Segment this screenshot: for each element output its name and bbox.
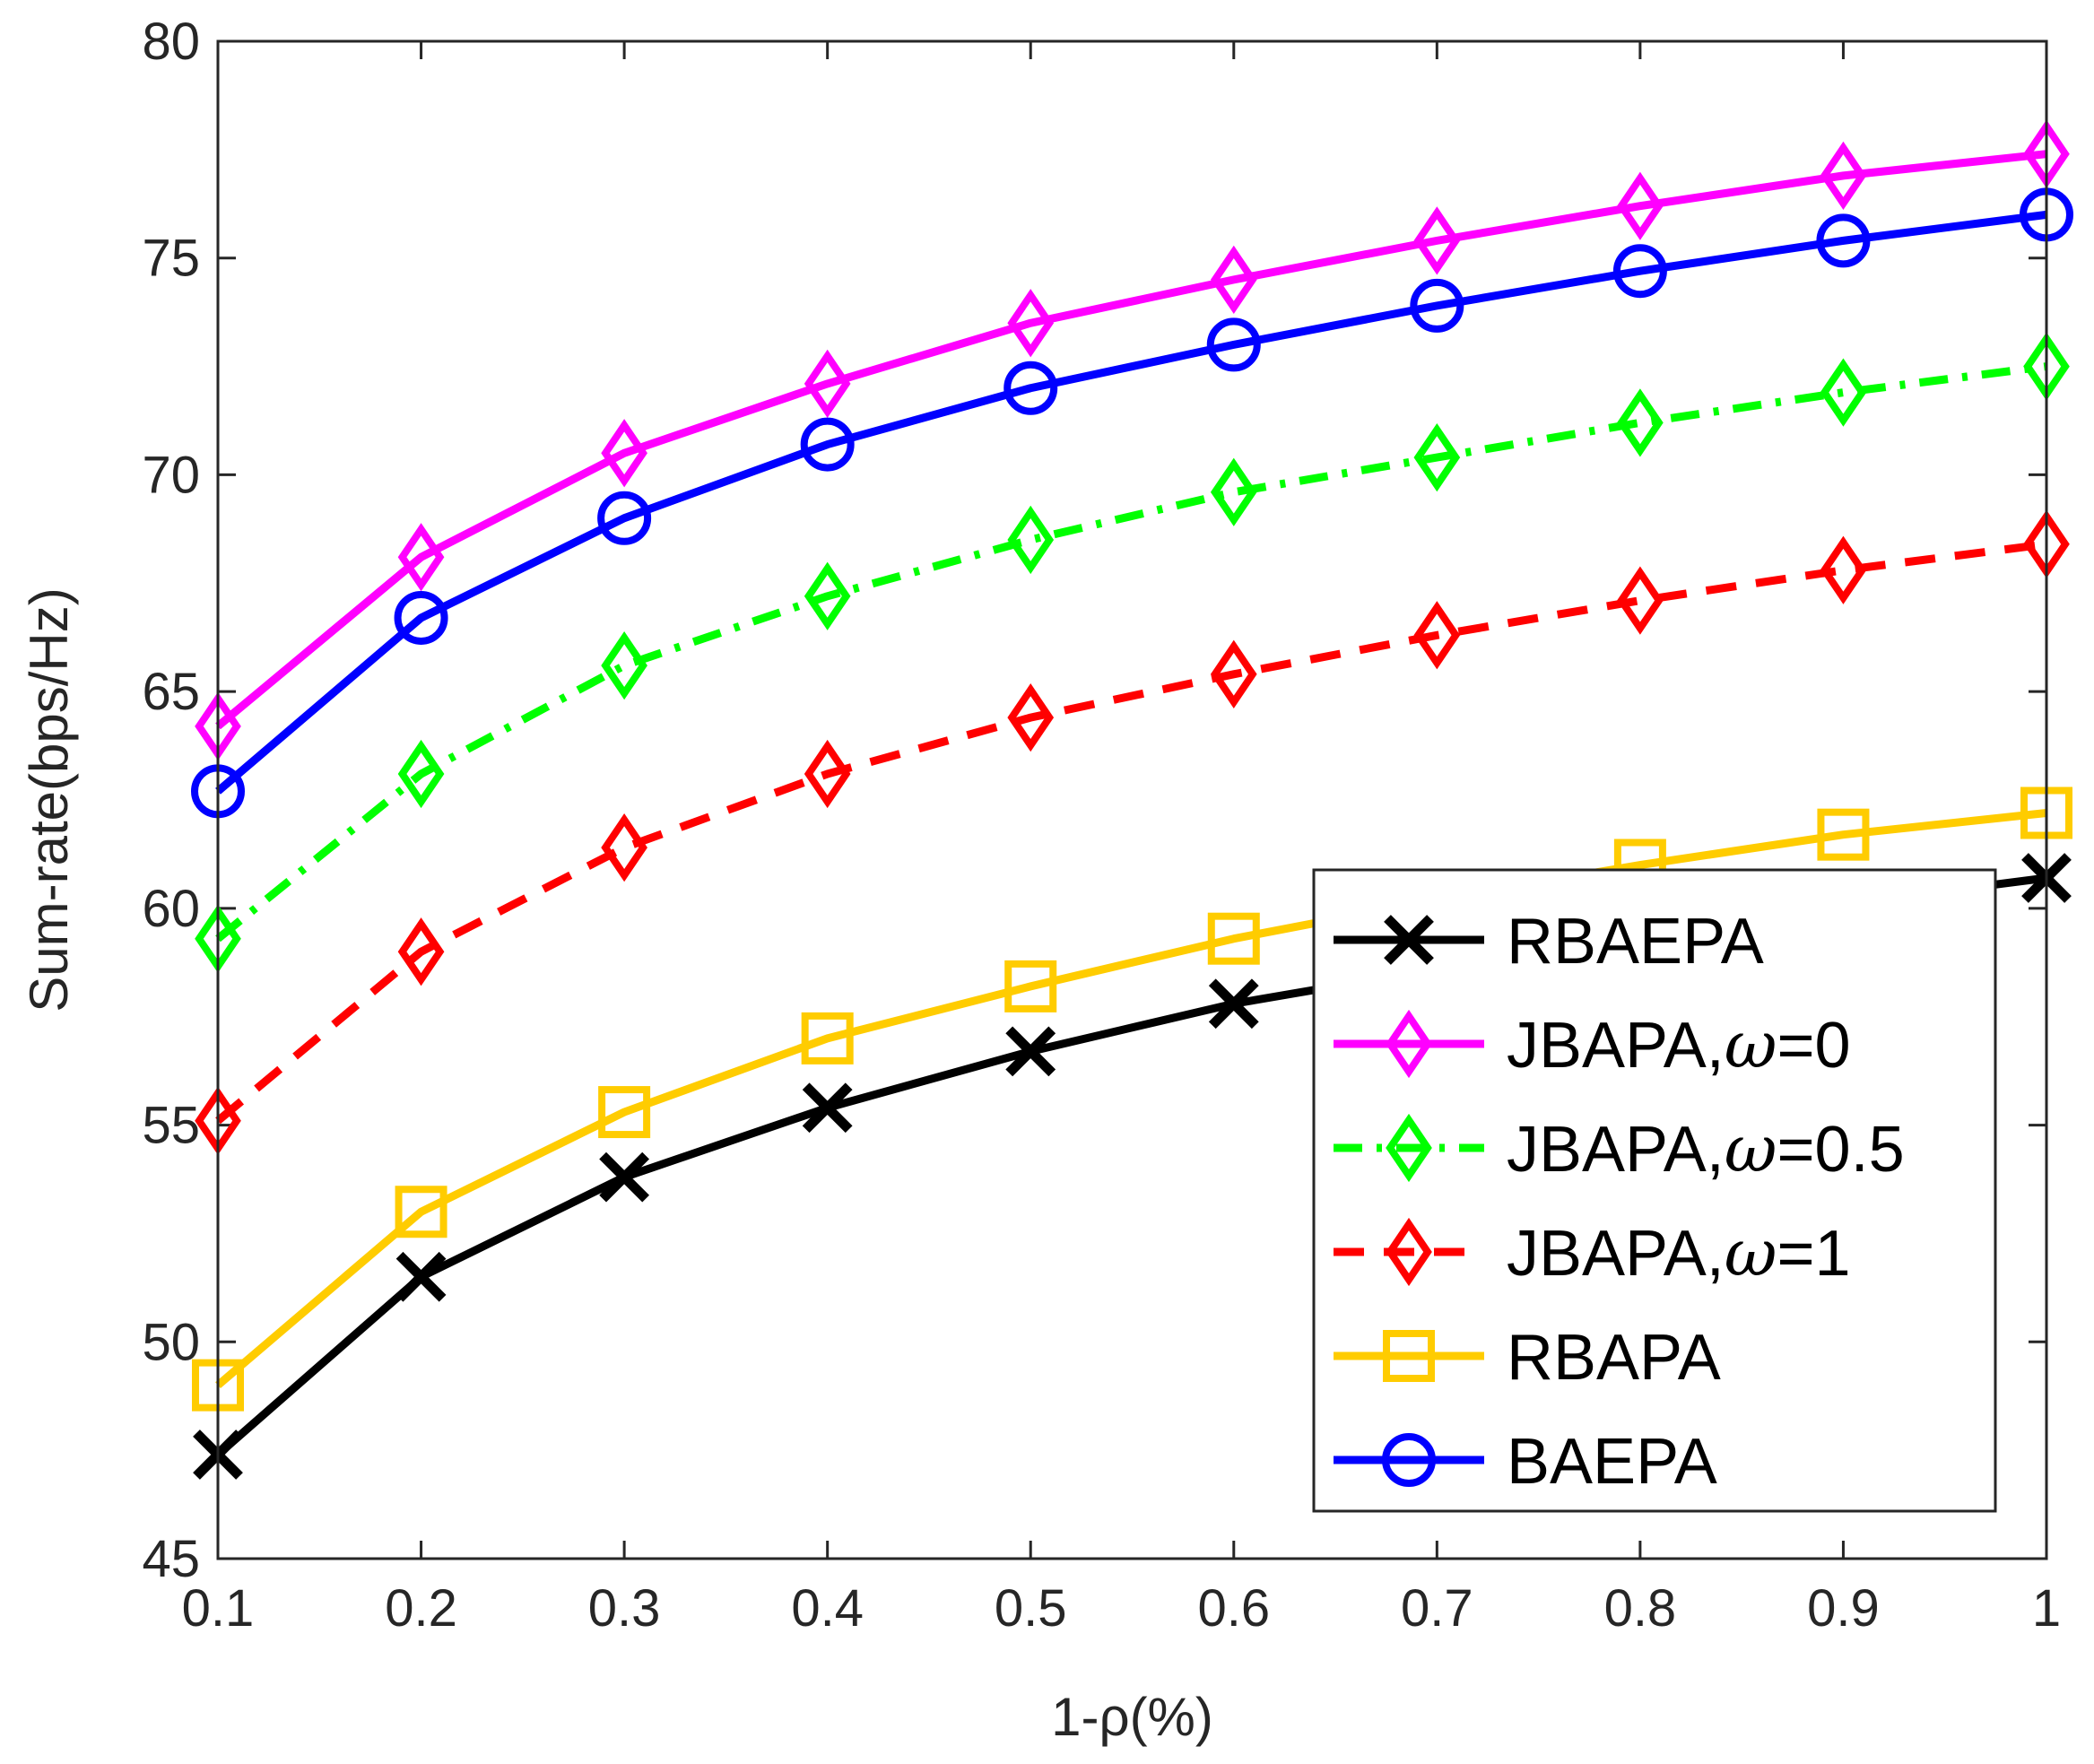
legend-label: BAEPA [1507, 1426, 1717, 1498]
legend: RBAEPA JBAPA,ω=0 JBAPA,ω=0.5 JBAPA,ω=1 RBAPA… [1312, 868, 1997, 1513]
data-point [394, 590, 448, 645]
x-tick-label: 1 [2032, 1579, 2061, 1638]
y-axis-title: Sum-rate(bps/Hz) [19, 587, 79, 1012]
data-point [599, 1151, 650, 1203]
data-point [1820, 535, 1867, 604]
data-point [1007, 505, 1055, 575]
x-axis-title: 1-ρ(%) [1051, 1687, 1213, 1747]
legend-marker [1382, 1433, 1436, 1487]
data-point [804, 739, 851, 809]
legend-marker [1386, 1217, 1432, 1287]
legend-label: JBAPA,ω=1 [1507, 1215, 1851, 1290]
data-point [1817, 808, 1870, 861]
legend-marker [1383, 1330, 1435, 1382]
series-rbapa [192, 786, 2072, 1412]
data-point [597, 491, 652, 545]
legend-item-jbapa-1: JBAPA,ω=1 [1334, 1215, 1851, 1290]
legend-marker [1386, 1113, 1432, 1183]
data-point [1206, 317, 1261, 372]
data-point [1210, 639, 1257, 708]
x-tick-label: 0.9 [1807, 1579, 1880, 1638]
data-point [1617, 171, 1664, 240]
y-tick-label: 70 [142, 446, 200, 504]
data-point [1004, 361, 1058, 415]
data-point [1820, 141, 1867, 210]
series-line [215, 150, 2047, 730]
data-point [802, 1082, 853, 1134]
legend-item-baepa: BAEPA [1334, 1426, 1717, 1498]
axis-ticks: 0.1 0.2 0.3 0.4 0.5 0.6 0.7 0.8 0.9 1 45 50 55 60 65 70… [142, 13, 2061, 1638]
x-tick-label: 0.4 [791, 1579, 864, 1638]
data-point [601, 813, 647, 882]
y-tick-label: 80 [142, 13, 200, 71]
legend-box [1312, 868, 1997, 1513]
legend-marker [1386, 1009, 1432, 1079]
data-point [601, 419, 647, 488]
x-tick-label: 0.2 [385, 1579, 457, 1638]
y-tick-label: 45 [142, 1530, 200, 1588]
data-point [1207, 912, 1260, 965]
legend-marker [1384, 915, 1434, 965]
data-point [804, 349, 851, 419]
legend-item-jbapa-0-5: JBAPA,ω=0.5 [1334, 1111, 1905, 1186]
series-line [215, 540, 2047, 1125]
y-tick-label: 65 [142, 663, 200, 721]
data-point [397, 523, 445, 592]
data-point [1210, 245, 1257, 315]
legend-label: JBAPA,ω=0 [1507, 1007, 1851, 1082]
data-point [1820, 358, 1867, 427]
x-tick-label: 0.5 [995, 1579, 1067, 1638]
data-point [800, 417, 855, 472]
y-tick-label: 55 [142, 1097, 200, 1155]
data-point [1617, 566, 1664, 635]
legend-label: RBAEPA [1507, 906, 1764, 978]
data-point [801, 1012, 854, 1064]
data-point [1612, 244, 1667, 299]
series-jbapa-0 [195, 119, 2070, 760]
data-point [1410, 278, 1464, 333]
data-point [1617, 388, 1664, 457]
data-point [1007, 289, 1055, 358]
data-point [397, 917, 445, 986]
axes-box [216, 39, 2048, 1560]
legend-item-rbaepa: RBAEPA [1334, 906, 1764, 978]
legend-item-jbapa-0: JBAPA,ω=0 [1334, 1007, 1851, 1082]
legend-label: RBAPA [1507, 1322, 1721, 1394]
data-point [1816, 213, 1871, 268]
data-point [1007, 683, 1055, 752]
data-point [395, 1251, 447, 1302]
x-tick-label: 0.1 [182, 1579, 255, 1638]
y-tick-label: 50 [142, 1313, 200, 1371]
y-tick-label: 75 [142, 230, 200, 288]
data-point [1413, 206, 1461, 275]
x-tick-label: 0.8 [1604, 1579, 1677, 1638]
data-point [601, 631, 647, 700]
data-point [395, 1186, 447, 1238]
x-tick-label: 0.3 [588, 1579, 661, 1638]
data-point [1004, 960, 1057, 1012]
x-tick-label: 0.6 [1197, 1579, 1270, 1638]
series-jbapa-1 [195, 509, 2070, 1155]
series-line [215, 210, 2047, 795]
x-tick-label: 0.7 [1401, 1579, 1473, 1638]
data-point [397, 739, 445, 809]
legend-label: JBAPA,ω=0.5 [1507, 1111, 1905, 1186]
series-line [215, 809, 2047, 1389]
data-point [1413, 422, 1461, 492]
data-point [1210, 457, 1257, 526]
data-point [1208, 978, 1259, 1030]
data-point [1005, 1026, 1056, 1077]
y-tick-label: 60 [142, 880, 200, 938]
legend-item-rbapa: RBAPA [1334, 1322, 1721, 1394]
data-point [1413, 601, 1461, 670]
data-point [598, 1086, 651, 1139]
series-line [215, 362, 2047, 943]
data-point [804, 561, 851, 630]
